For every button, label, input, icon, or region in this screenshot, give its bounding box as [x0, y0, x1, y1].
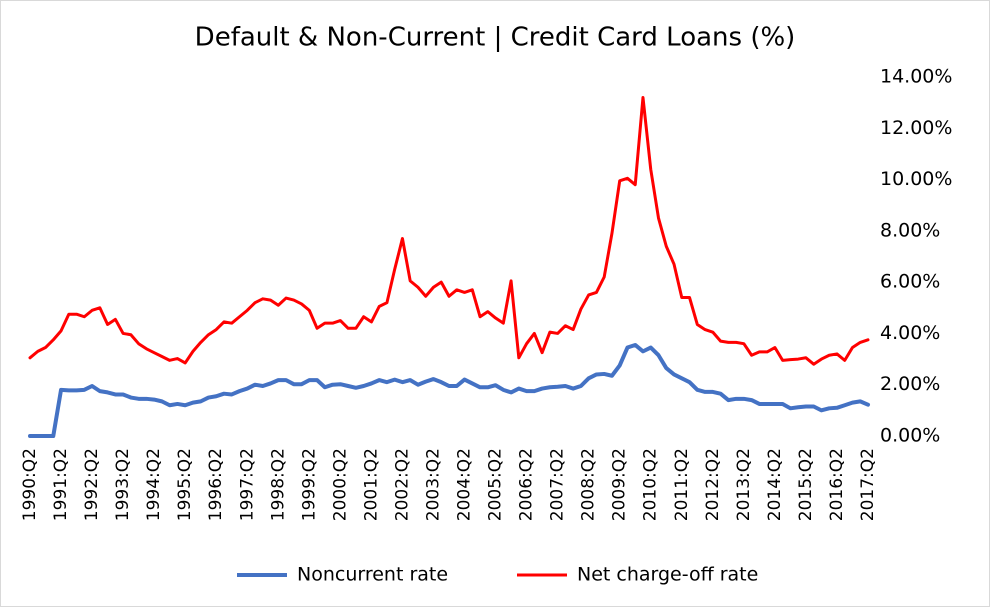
y-tick-label: 12.00% — [880, 117, 952, 139]
y-tick-label: 6.00% — [880, 271, 940, 293]
x-tick-label: 1990:Q2 — [20, 448, 40, 521]
legend-label: Noncurrent rate — [297, 564, 448, 586]
x-tick-label: 2013:Q2 — [734, 448, 754, 521]
x-tick-label: 1994:Q2 — [144, 448, 164, 521]
chart-title: Default & Non-Current | Credit Card Loan… — [195, 23, 796, 53]
series-line — [28, 96, 870, 366]
y-tick-label: 2.00% — [880, 373, 940, 395]
x-tick-label: 2015:Q2 — [796, 448, 816, 521]
x-tick-label: 2002:Q2 — [392, 448, 412, 521]
series-line — [28, 342, 870, 438]
x-tick-label: 2000:Q2 — [330, 448, 350, 521]
x-tick-label: 2008:Q2 — [579, 448, 599, 521]
x-tick-label: 2010:Q2 — [641, 448, 661, 521]
legend-label: Net charge-off rate — [577, 564, 758, 586]
y-tick-label: 8.00% — [880, 219, 940, 241]
y-tick-label: 14.00% — [880, 66, 952, 88]
x-tick-label: 1991:Q2 — [51, 448, 71, 521]
x-tick-label: 1993:Q2 — [113, 448, 133, 521]
x-tick-label: 2005:Q2 — [486, 448, 506, 521]
x-tick-label: 2006:Q2 — [517, 448, 537, 521]
x-tick-label: 2014:Q2 — [765, 448, 785, 521]
x-tick-label: 2012:Q2 — [703, 448, 723, 521]
x-tick-label: 2009:Q2 — [610, 448, 630, 521]
x-tick-label: 1998:Q2 — [268, 448, 288, 521]
x-tick-label: 2017:Q2 — [858, 448, 878, 521]
x-tick-label: 2016:Q2 — [827, 448, 847, 521]
x-tick-label: 1995:Q2 — [175, 448, 195, 521]
x-tick-label: 2001:Q2 — [361, 448, 381, 521]
x-tick-label: 1992:Q2 — [82, 448, 102, 521]
y-tick-label: 10.00% — [880, 168, 952, 190]
x-tick-label: 2003:Q2 — [423, 448, 443, 521]
x-tick-label: 2007:Q2 — [548, 448, 568, 521]
x-tick-label: 2011:Q2 — [672, 448, 692, 521]
x-tick-label: 1996:Q2 — [206, 448, 226, 521]
x-tick-label: 1997:Q2 — [237, 448, 257, 521]
x-tick-label: 1999:Q2 — [299, 448, 319, 521]
y-tick-label: 0.00% — [880, 425, 940, 447]
y-tick-label: 4.00% — [880, 322, 940, 344]
x-tick-label: 2004:Q2 — [455, 448, 475, 521]
